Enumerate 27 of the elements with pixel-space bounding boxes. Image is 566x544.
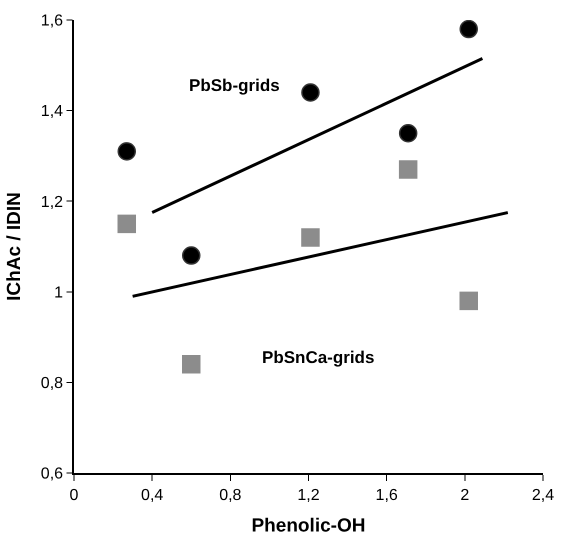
point (182, 355, 200, 374)
x-tick-label: 2 (460, 486, 470, 504)
point (182, 246, 200, 265)
y-tick-label: 1 (54, 284, 64, 302)
y-tick-label: 1,4 (40, 103, 64, 120)
y-tick-label: 0,6 (40, 466, 64, 483)
y-tick-label: 0,8 (40, 375, 64, 392)
point (398, 160, 418, 179)
point (118, 214, 136, 234)
x-tick-label: 2,4 (532, 486, 554, 504)
y-axis-title: IChAc / IDIN (4, 192, 26, 301)
annotation: PbSnCa-grids (262, 348, 374, 367)
point (398, 124, 418, 142)
point (459, 292, 478, 310)
y-tick-label: 1,6 (40, 12, 64, 30)
x-axis-title: Phenolic-OH (251, 515, 366, 536)
point (301, 228, 320, 247)
x-tick-label: 0,8 (219, 486, 242, 504)
y-tick-label: 1,2 (40, 194, 64, 211)
point (118, 142, 136, 161)
x-tick-label: 0,4 (141, 486, 164, 504)
x-tick-label: 1,2 (297, 486, 320, 504)
annotation: PbSb-grids (189, 76, 280, 95)
x-tick-label: 0 (70, 486, 79, 504)
point (460, 20, 478, 38)
x-tick-label: 1,6 (376, 486, 398, 504)
point (301, 83, 320, 102)
